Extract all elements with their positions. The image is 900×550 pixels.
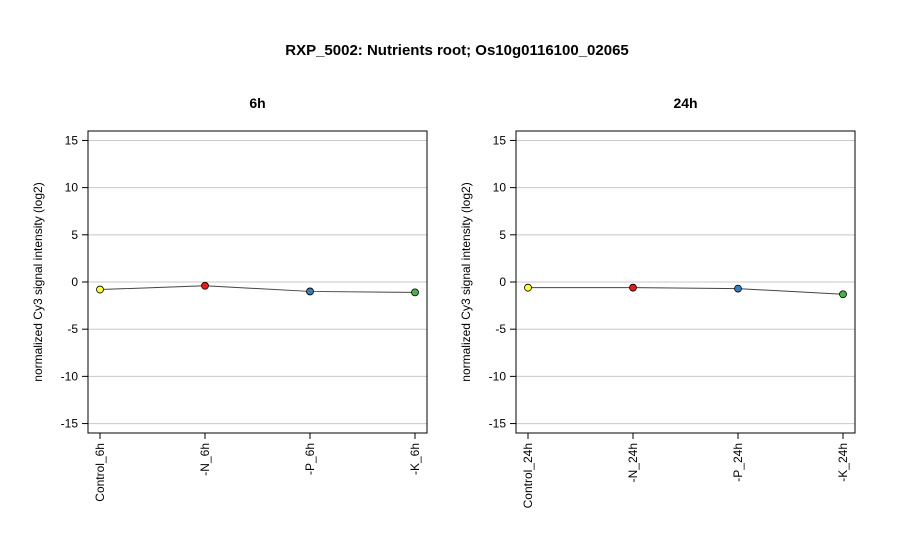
x-tick-label: -K_24h: [836, 443, 850, 482]
y-tick-label: 5: [499, 228, 506, 242]
x-tick-label: Control_6h: [93, 443, 107, 502]
y-tick-label: -15: [489, 417, 507, 431]
y-tick-label: 15: [65, 133, 79, 147]
data-point: [839, 290, 847, 299]
series-line: [528, 287, 844, 295]
panel-title: 6h: [249, 95, 265, 111]
y-tick-label: -5: [67, 322, 78, 336]
x-tick-label: -K_6h: [408, 443, 422, 475]
y-tick-label: 5: [71, 228, 78, 242]
panel-title: 24h: [673, 95, 697, 111]
plot-frame: [87, 130, 428, 434]
y-tick-label: 0: [499, 275, 506, 289]
y-tick-label: -10: [61, 369, 79, 383]
y-tick-label: -5: [495, 322, 506, 336]
y-axis-label: normalized Cy3 signal intensity (log2): [31, 182, 45, 381]
data-point: [629, 283, 637, 292]
data-point: [411, 288, 419, 297]
x-tick-label: -N_6h: [198, 443, 212, 476]
series-line: [99, 285, 416, 293]
plot-frame: [515, 130, 856, 434]
y-tick-label: -10: [489, 369, 507, 383]
y-tick-label: 0: [71, 275, 78, 289]
y-tick-label: 10: [493, 181, 507, 195]
x-tick-label: Control_24h: [521, 443, 535, 508]
x-tick-label: -P_6h: [303, 443, 317, 475]
chart-title: RXP_5002: Nutrients root; Os10g0116100_0…: [285, 42, 629, 59]
data-point: [96, 285, 104, 294]
y-axis-label: normalized Cy3 signal intensity (log2): [459, 182, 473, 381]
chart-panel-0: 6h -15 -10 -5 0 5 10 15 normalized Cy3 signal in…: [31, 95, 428, 502]
panels: 6h -15 -10 -5 0 5 10 15 normalized Cy3 signal in…: [31, 95, 856, 508]
data-point: [306, 287, 314, 296]
y-tick-label: 10: [65, 181, 79, 195]
data-point: [734, 284, 742, 293]
data-point: [524, 283, 532, 292]
x-tick-label: -N_24h: [626, 443, 640, 482]
data-point: [201, 281, 209, 290]
chart-panel-1: 24h -15 -10 -5 0 5 10 15 normalized Cy3 signal i…: [459, 95, 856, 508]
x-tick-label: -P_24h: [731, 443, 745, 482]
y-tick-label: 15: [493, 133, 507, 147]
y-tick-label: -15: [61, 417, 79, 431]
